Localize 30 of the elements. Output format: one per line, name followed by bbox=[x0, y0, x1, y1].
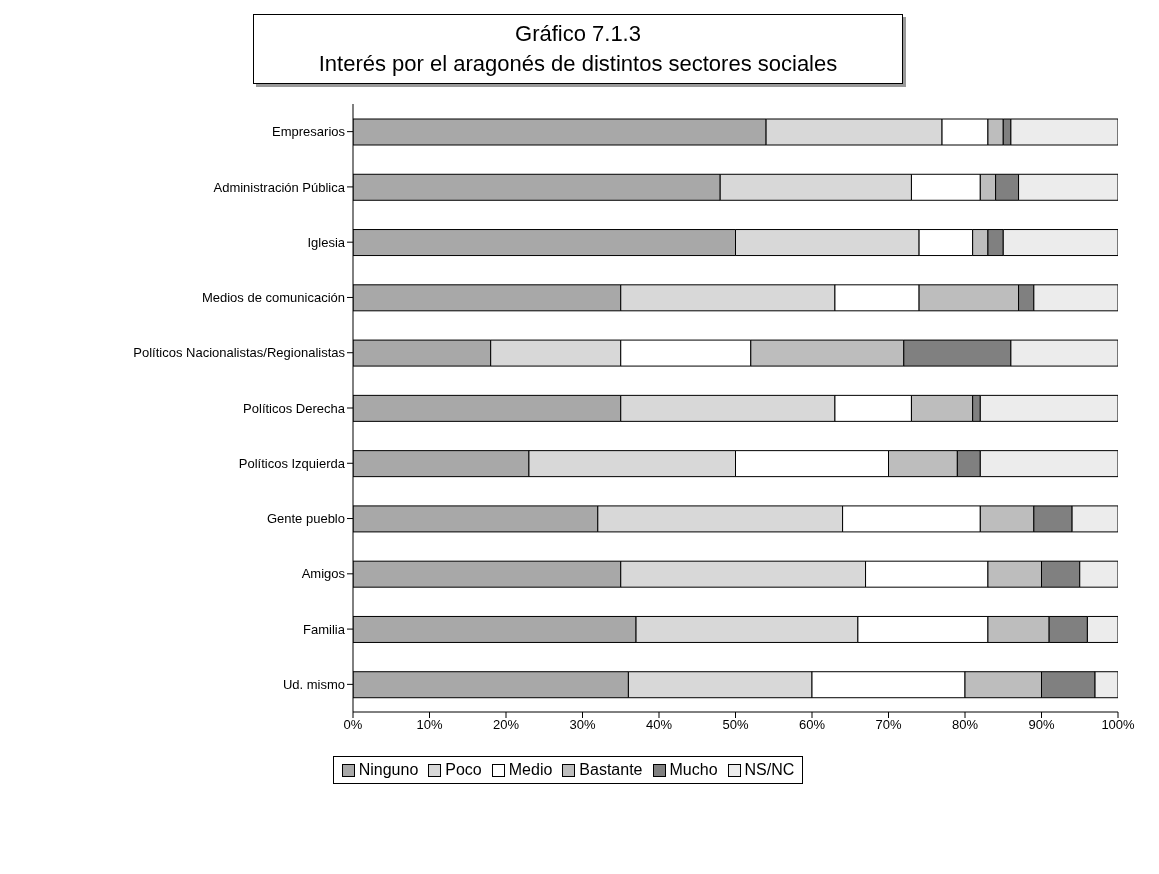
legend-label: Medio bbox=[508, 761, 553, 779]
y-tick-label: Amigos bbox=[301, 566, 346, 582]
x-tick-label: 90% bbox=[1028, 717, 1055, 733]
y-tick-label: Gente pueblo bbox=[266, 511, 345, 527]
x-tick-label: 10% bbox=[416, 717, 443, 733]
x-tick-label: 0% bbox=[343, 717, 363, 733]
x-tick-label: 60% bbox=[798, 717, 826, 733]
x-tick-label: 80% bbox=[951, 717, 979, 733]
legend-label: Bastante bbox=[579, 761, 643, 779]
y-tick-label: Administración Pública bbox=[213, 179, 346, 195]
x-tick-label: 40% bbox=[645, 717, 673, 733]
legend-label: NS/NC bbox=[744, 761, 795, 779]
chart-subtitle: Interés por el aragonés de distintos sectores sociales bbox=[317, 51, 839, 77]
x-tick-label: 50% bbox=[722, 717, 749, 733]
chart-title: Gráfico 7.1.3 bbox=[514, 21, 642, 47]
y-tick-label: Familia bbox=[303, 621, 346, 637]
x-tick-label: 20% bbox=[492, 717, 520, 733]
y-tick-label: Políticos Derecha bbox=[243, 400, 346, 416]
legend-label: Mucho bbox=[669, 761, 718, 779]
y-tick-label: Políticos Nacionalistas/Regionalistas bbox=[133, 345, 346, 361]
y-tick-label: Ud. mismo bbox=[282, 676, 345, 692]
x-tick-label: 100% bbox=[1101, 717, 1136, 733]
y-tick-label: Políticos Izquierda bbox=[238, 455, 346, 471]
y-tick-label: Empresarios bbox=[272, 124, 346, 140]
legend-label: Poco bbox=[445, 761, 482, 779]
y-tick-label: Medios de comunicación bbox=[201, 290, 345, 306]
x-tick-label: 70% bbox=[875, 717, 902, 733]
x-tick-label: 30% bbox=[569, 717, 596, 733]
y-tick-label: Iglesia bbox=[307, 234, 346, 250]
legend-label: Ninguno bbox=[358, 761, 419, 779]
